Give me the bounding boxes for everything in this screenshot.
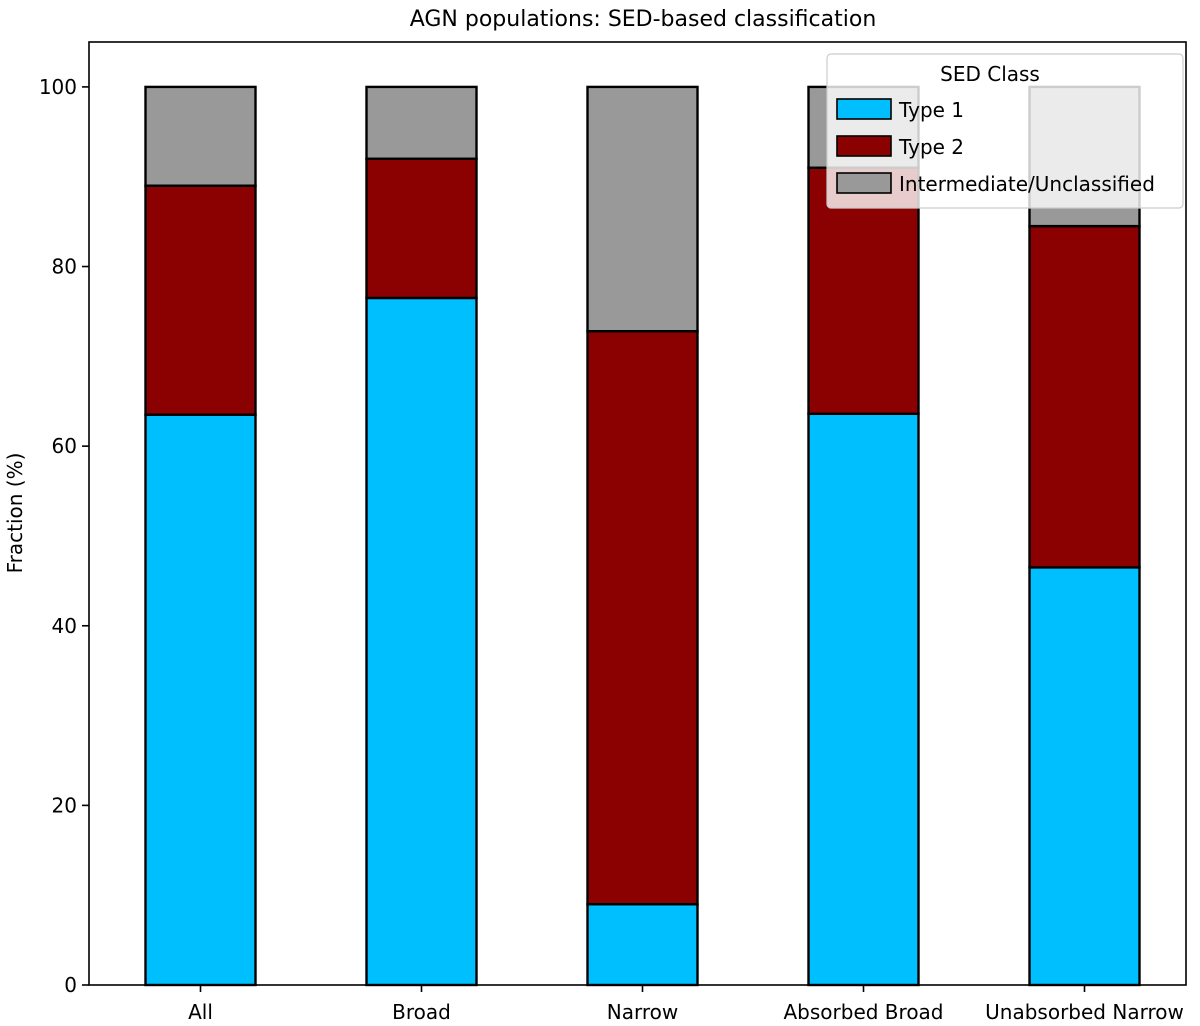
bar-broad-type-2 bbox=[365, 157, 478, 300]
bar-all-type-2 bbox=[144, 184, 257, 416]
legend-label: Intermediate/Unclassified bbox=[899, 172, 1155, 196]
x-tick-label: All bbox=[188, 1000, 213, 1024]
y-tick-label: 40 bbox=[52, 614, 77, 638]
legend-title: SED Class bbox=[940, 62, 1040, 86]
bar-absorbed-broad-type-2 bbox=[807, 166, 920, 416]
bar-broad-intermediate-unclassified bbox=[365, 85, 478, 160]
legend-label: Type 1 bbox=[898, 98, 964, 122]
legend-box bbox=[826, 53, 1184, 209]
legend-label: Type 2 bbox=[898, 135, 964, 159]
axes-frame bbox=[88, 41, 1187, 986]
legend-swatch-intermediate-unclassified bbox=[836, 172, 892, 194]
y-tick-label: 100 bbox=[39, 75, 77, 99]
bar-narrow-type-1 bbox=[586, 902, 699, 987]
y-tick-label: 20 bbox=[52, 793, 77, 817]
plot-area bbox=[144, 85, 1141, 987]
y-axis: 0 20 40 60 80 100 bbox=[39, 75, 89, 997]
y-tick-label: 60 bbox=[52, 434, 77, 458]
x-axis: All Broad Narrow Absorbed Broad Unabsorbed N… bbox=[188, 985, 1184, 1024]
bar-unabsorbed-narrow-type-2 bbox=[1028, 224, 1141, 569]
x-tick-label: Unabsorbed Narrow bbox=[985, 1000, 1184, 1024]
legend-swatch-type-1 bbox=[836, 98, 892, 120]
y-tick-label: 80 bbox=[52, 255, 77, 279]
bar-narrow-type-2 bbox=[586, 329, 699, 906]
legend-swatch-type-2 bbox=[836, 135, 892, 157]
bar-broad-type-1 bbox=[365, 296, 478, 987]
x-tick-label: Broad bbox=[392, 1000, 451, 1024]
y-tick-label: 0 bbox=[64, 973, 77, 997]
bar-all-type-1 bbox=[144, 413, 257, 987]
bar-all-intermediate-unclassified bbox=[144, 85, 257, 187]
x-tick-label: Narrow bbox=[607, 1000, 678, 1024]
chart-title: AGN populations: SED-based classificatio… bbox=[410, 7, 877, 32]
legend: SED Class Type 1 Type 2 Intermediate/Unclas… bbox=[826, 53, 1184, 209]
y-axis-label: Fraction (%) bbox=[3, 453, 27, 574]
bar-unabsorbed-narrow-type-1 bbox=[1028, 566, 1141, 987]
x-tick-label: Absorbed Broad bbox=[784, 1000, 944, 1024]
bar-narrow-intermediate-unclassified bbox=[586, 85, 699, 333]
bar-absorbed-broad-type-1 bbox=[807, 412, 920, 987]
